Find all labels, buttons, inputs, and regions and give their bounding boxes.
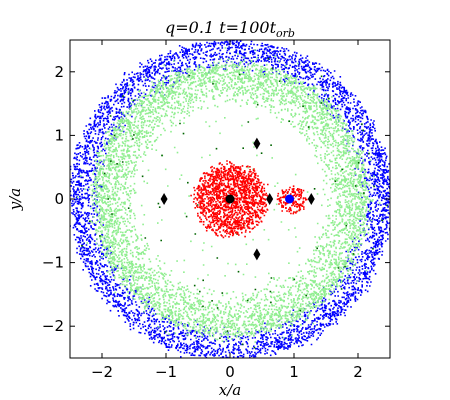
marker-layer [160,137,315,261]
chart-title-subscript: orb [276,27,295,40]
marker-L3 [160,193,168,205]
x-axis-label: x/a [219,381,241,399]
marker-L5 [253,248,261,261]
x-tick-label: −1 [155,363,177,381]
marker-L1 [266,193,274,205]
y-tick-label: 1 [54,126,64,144]
data-layer [70,40,390,358]
y-tick-label: 2 [54,63,64,81]
x-tick-label: 1 [289,363,299,381]
y-tick-label: 0 [54,190,64,208]
y-axis-label: y/a [6,188,24,211]
x-tick-label: −2 [91,363,113,381]
marker-L4 [253,137,261,150]
tick-layer: −2 −1 0 1 2 −2 −1 0 1 2 [42,40,390,381]
marker-secondary [285,194,295,204]
chart-title: q=0.1 t=100torb [165,18,295,40]
marker-primary [225,194,235,204]
x-tick-label: 2 [353,363,363,381]
y-tick-label: −1 [42,254,64,272]
marker-L2 [307,193,315,205]
series-5-points [276,185,308,215]
series-4-points [190,160,269,239]
x-tick-label: 0 [225,363,235,381]
series-2-points [77,47,381,343]
y-tick-label: −2 [42,317,64,335]
chart-title-main: q=0.1 t=100t [165,18,277,37]
